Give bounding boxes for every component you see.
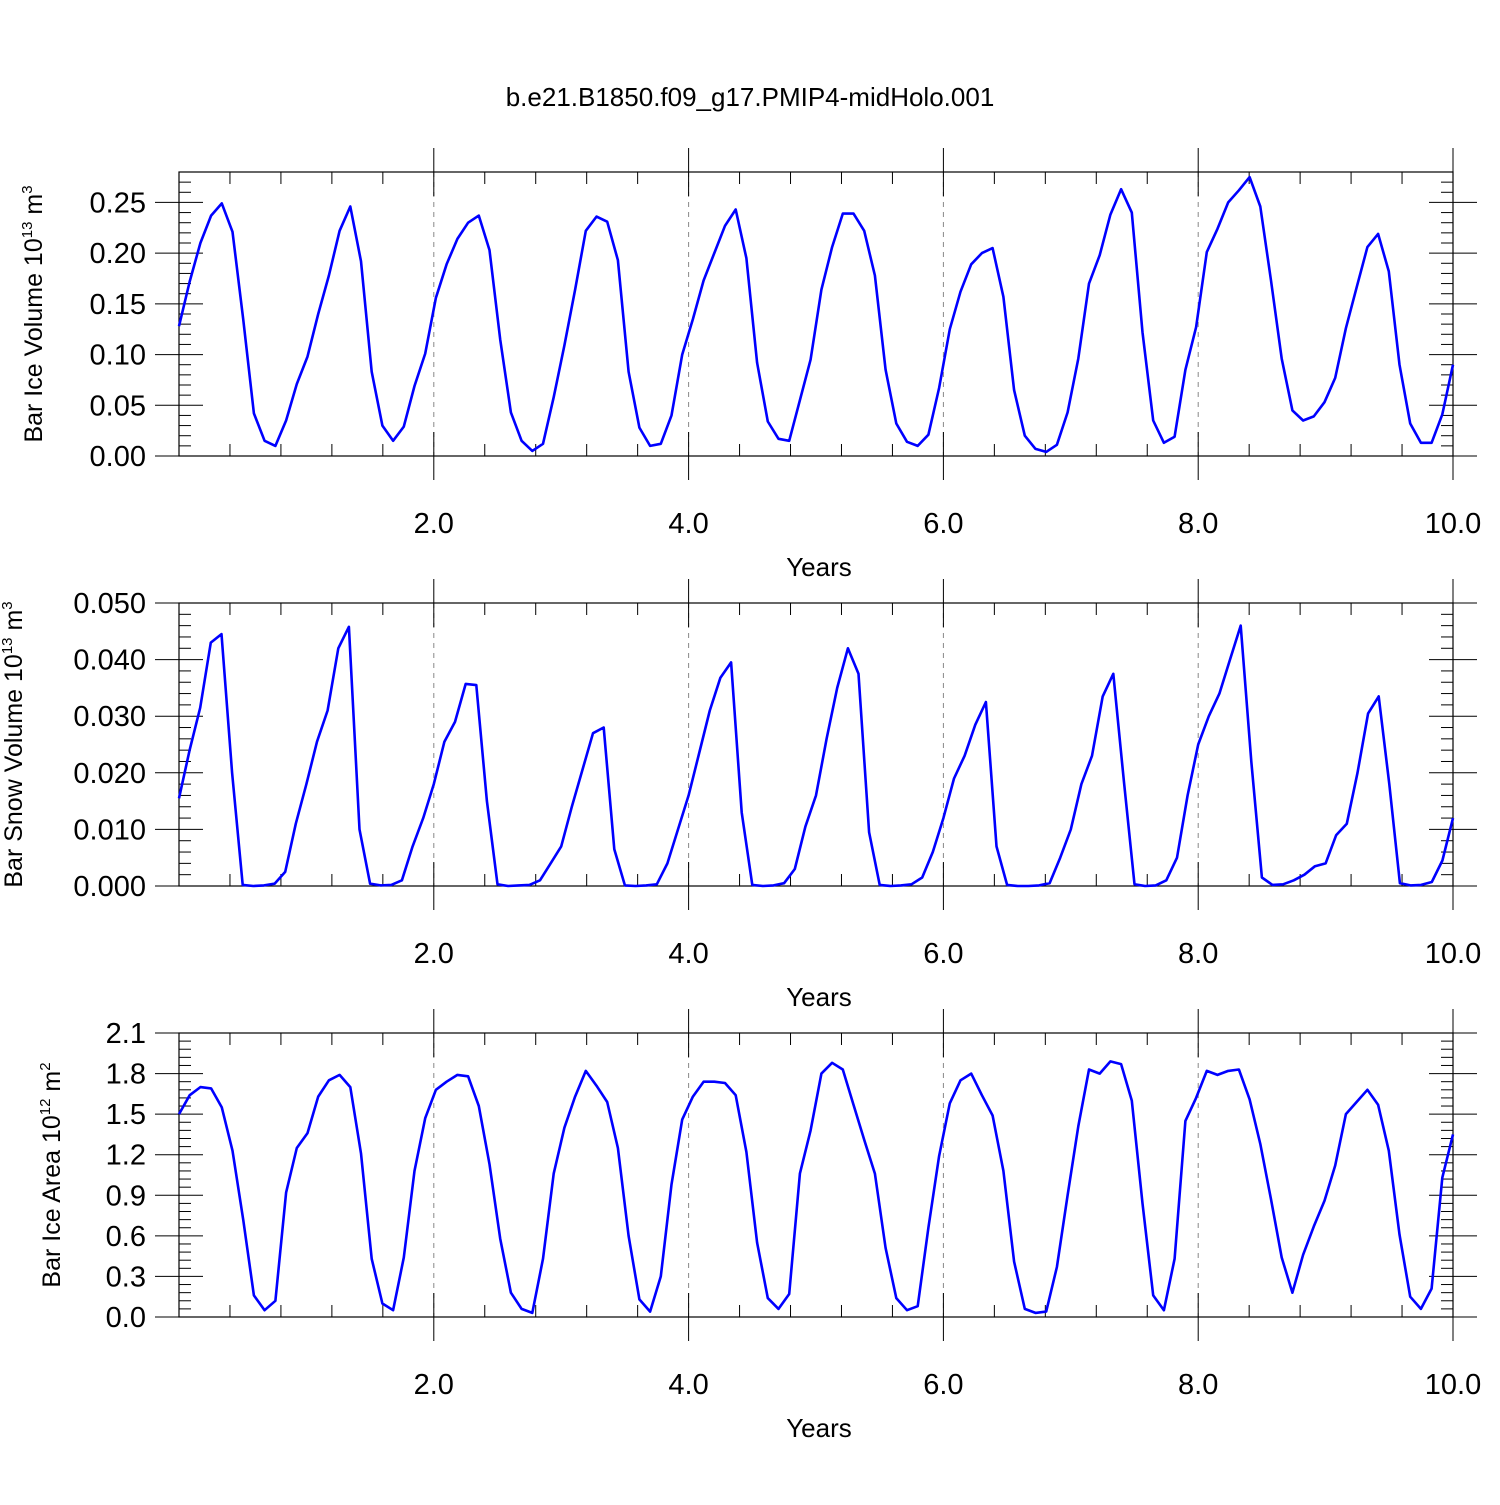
y-tick-label: 0.20 xyxy=(90,238,146,270)
y-axis-label: Bar Snow Volume 1013 m3 xyxy=(0,601,28,887)
series-line xyxy=(177,1060,1455,1315)
x-axis-label: Years xyxy=(786,982,852,1012)
x-axis-label: Years xyxy=(786,552,852,582)
y-tick-label: 0.15 xyxy=(90,289,146,321)
x-tick-label: 6.0 xyxy=(923,938,963,970)
figure-title: b.e21.B1850.f09_g17.PMIP4-midHolo.001 xyxy=(505,82,995,112)
x-tick-label: 2.0 xyxy=(414,508,454,540)
y-tick-label: 1.2 xyxy=(106,1140,146,1172)
y-tick-label: 0.000 xyxy=(73,871,146,903)
x-tick-label: 4.0 xyxy=(668,508,708,540)
y-axis-label: Bar Ice Volume 1013 m3 xyxy=(19,185,48,442)
y-tick-label: 0.0 xyxy=(106,1302,146,1334)
y-tick-label: 1.5 xyxy=(106,1099,146,1131)
x-tick-label: 6.0 xyxy=(923,1369,963,1401)
x-tick-label: 2.0 xyxy=(414,1369,454,1401)
y-tick-label: 0.020 xyxy=(73,758,146,790)
y-tick-label: 2.1 xyxy=(106,1018,146,1050)
y-tick-label: 0.10 xyxy=(90,340,146,372)
y-tick-label: 0.040 xyxy=(73,645,146,677)
x-tick-label: 4.0 xyxy=(668,1369,708,1401)
chart-panel-1: 2.0 4.0 6.0 8.0 10.0 Years 0.00 0.05 0.10 0.15 0.2… xyxy=(19,148,1481,582)
plot-frame xyxy=(178,602,1454,887)
y-tick-label: 1.8 xyxy=(106,1059,146,1091)
x-tick-label: 4.0 xyxy=(668,938,708,970)
plot-frame xyxy=(178,1032,1454,1318)
y-tick-label: 0.6 xyxy=(106,1221,146,1253)
chart-panel-3: 2.0 4.0 6.0 8.0 10.0 Years 0.0 0.3 0.6 0.9 1.2 1.5 1… xyxy=(37,1009,1481,1443)
y-tick-label: 0.00 xyxy=(90,441,146,473)
chart-panel-2: 2.0 4.0 6.0 8.0 10.0 Years 0.000 0.010 0.020 0.03… xyxy=(0,579,1481,1012)
x-tick-label: 6.0 xyxy=(923,508,963,540)
x-tick-label: 8.0 xyxy=(1178,938,1218,970)
y-tick-label: 0.050 xyxy=(73,588,146,620)
y-tick-label: 0.9 xyxy=(106,1180,146,1212)
x-tick-label: 10.0 xyxy=(1425,1369,1481,1401)
x-tick-label: 8.0 xyxy=(1178,508,1218,540)
x-axis-label: Years xyxy=(786,1413,852,1443)
y-tick-label: 0.030 xyxy=(73,701,146,733)
x-tick-label: 2.0 xyxy=(414,938,454,970)
y-tick-label: 0.010 xyxy=(73,814,146,846)
y-tick-label: 0.3 xyxy=(106,1261,146,1293)
series-line xyxy=(177,624,1455,888)
series-line xyxy=(177,175,1455,454)
y-tick-label: 0.25 xyxy=(90,187,146,219)
y-axis-label: Bar Ice Area 1012 m2 xyxy=(37,1062,66,1287)
x-tick-label: 10.0 xyxy=(1425,938,1481,970)
y-tick-label: 0.05 xyxy=(90,390,146,422)
x-tick-label: 10.0 xyxy=(1425,508,1481,540)
x-tick-label: 8.0 xyxy=(1178,1369,1218,1401)
